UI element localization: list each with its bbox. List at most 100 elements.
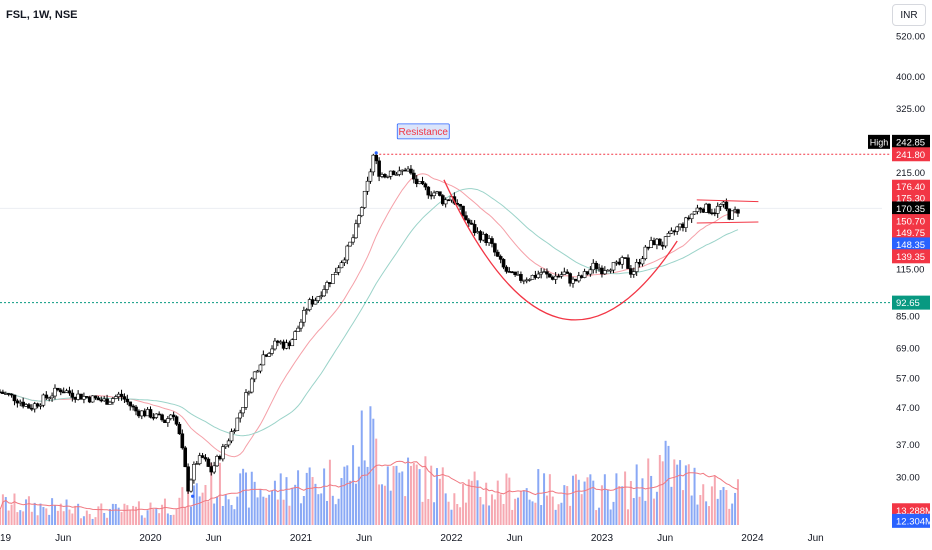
candle-body [163, 419, 167, 423]
volume-bar [224, 494, 227, 525]
candle-body [223, 444, 228, 448]
candle-body [137, 410, 141, 417]
price-tick-label: 37.00 [896, 440, 920, 451]
candle-body [527, 279, 532, 281]
volume-bar [485, 482, 488, 525]
candle-body [145, 409, 150, 417]
candle-body [261, 354, 266, 366]
volume-bar [699, 495, 702, 525]
currency-selector[interactable]: INR [892, 4, 926, 26]
candle-body [626, 257, 630, 269]
candle-body [140, 410, 144, 417]
candle-body [559, 274, 564, 277]
volume-bar [7, 510, 10, 525]
candle-body [99, 399, 104, 402]
volume-bar [609, 509, 612, 525]
volume-bar [655, 491, 658, 525]
candle-body [82, 396, 86, 400]
candle-body [108, 401, 112, 405]
volume-bar [693, 467, 696, 525]
volume-bar [589, 474, 592, 525]
candle-body [307, 299, 312, 310]
volume-bar [551, 496, 554, 525]
candle-body [643, 246, 648, 259]
candle-body [611, 262, 616, 271]
candle-body [12, 394, 17, 402]
candle-body [284, 342, 289, 349]
candle-body [675, 226, 679, 232]
candle-body [495, 251, 500, 257]
volume-bar [216, 496, 219, 525]
time-tick-label: Jun [356, 533, 372, 544]
volume-bar [82, 516, 85, 525]
candle-body [530, 275, 535, 280]
symbol-title: FSL, 1W, NSE [6, 9, 78, 21]
candle-body [452, 196, 457, 204]
volume-bar [369, 406, 372, 525]
volume-bar [676, 464, 679, 525]
volume-bar [190, 506, 193, 525]
volume-bar [595, 510, 598, 525]
volume-bar [554, 509, 557, 525]
volume-bar [710, 486, 713, 525]
volume-bar [577, 479, 580, 525]
volume-bar [618, 485, 621, 525]
volume-bar [435, 468, 438, 525]
candle-body [556, 275, 561, 278]
candle-body [148, 409, 153, 418]
volume-bar [716, 498, 719, 525]
candle-body [35, 403, 40, 407]
candle-body [412, 172, 416, 180]
candle-body [620, 257, 625, 265]
volume-bar [13, 493, 16, 525]
volume-bar [505, 473, 508, 525]
volume-bar [586, 477, 589, 525]
volume-bar [71, 513, 74, 525]
volume-bar [36, 515, 39, 525]
volume-bar [354, 483, 357, 525]
candle-body [391, 170, 396, 175]
time-tick-label: Jun [55, 533, 71, 544]
annotation-text: Resistance [399, 127, 449, 138]
volume-bar [103, 512, 106, 525]
volume-bar [728, 508, 731, 525]
volume-bar [88, 513, 91, 525]
candle-body [24, 404, 28, 407]
volume-bar [395, 465, 398, 525]
candle-body [336, 267, 341, 273]
candle-body [53, 387, 57, 397]
volume-bar [59, 503, 62, 525]
candle-body [105, 398, 109, 405]
volume-bar [56, 510, 59, 525]
candle-body [267, 353, 271, 357]
candle-body [348, 241, 352, 247]
price-label: 92.65 [892, 295, 930, 310]
candle-body [111, 398, 115, 403]
flag-channel-upper [696, 199, 759, 203]
volume-bar [412, 462, 415, 525]
candle-body [608, 269, 613, 272]
time-tick-label: Jun [657, 533, 673, 544]
candle-body [76, 393, 80, 400]
volume-bar [600, 485, 603, 525]
candle-body [342, 259, 347, 263]
candle-body [151, 416, 156, 419]
candle-body [116, 393, 121, 397]
price-label-value: 149.75 [896, 228, 925, 239]
candle-body [715, 205, 720, 214]
candle-body [67, 390, 72, 394]
volume-bar [488, 505, 491, 525]
volume-bar [16, 512, 19, 525]
volume-bar [242, 468, 245, 525]
price-label-tag-bg [868, 134, 890, 149]
volume-bar [670, 486, 673, 525]
volume-bar [25, 499, 28, 525]
price-label-bg [892, 503, 930, 518]
volume-bar [158, 513, 161, 525]
volume-bar [91, 518, 94, 525]
candle-body [588, 269, 593, 275]
volume-bar [271, 490, 274, 525]
volume-bar [592, 480, 595, 525]
candle-body [371, 154, 376, 173]
